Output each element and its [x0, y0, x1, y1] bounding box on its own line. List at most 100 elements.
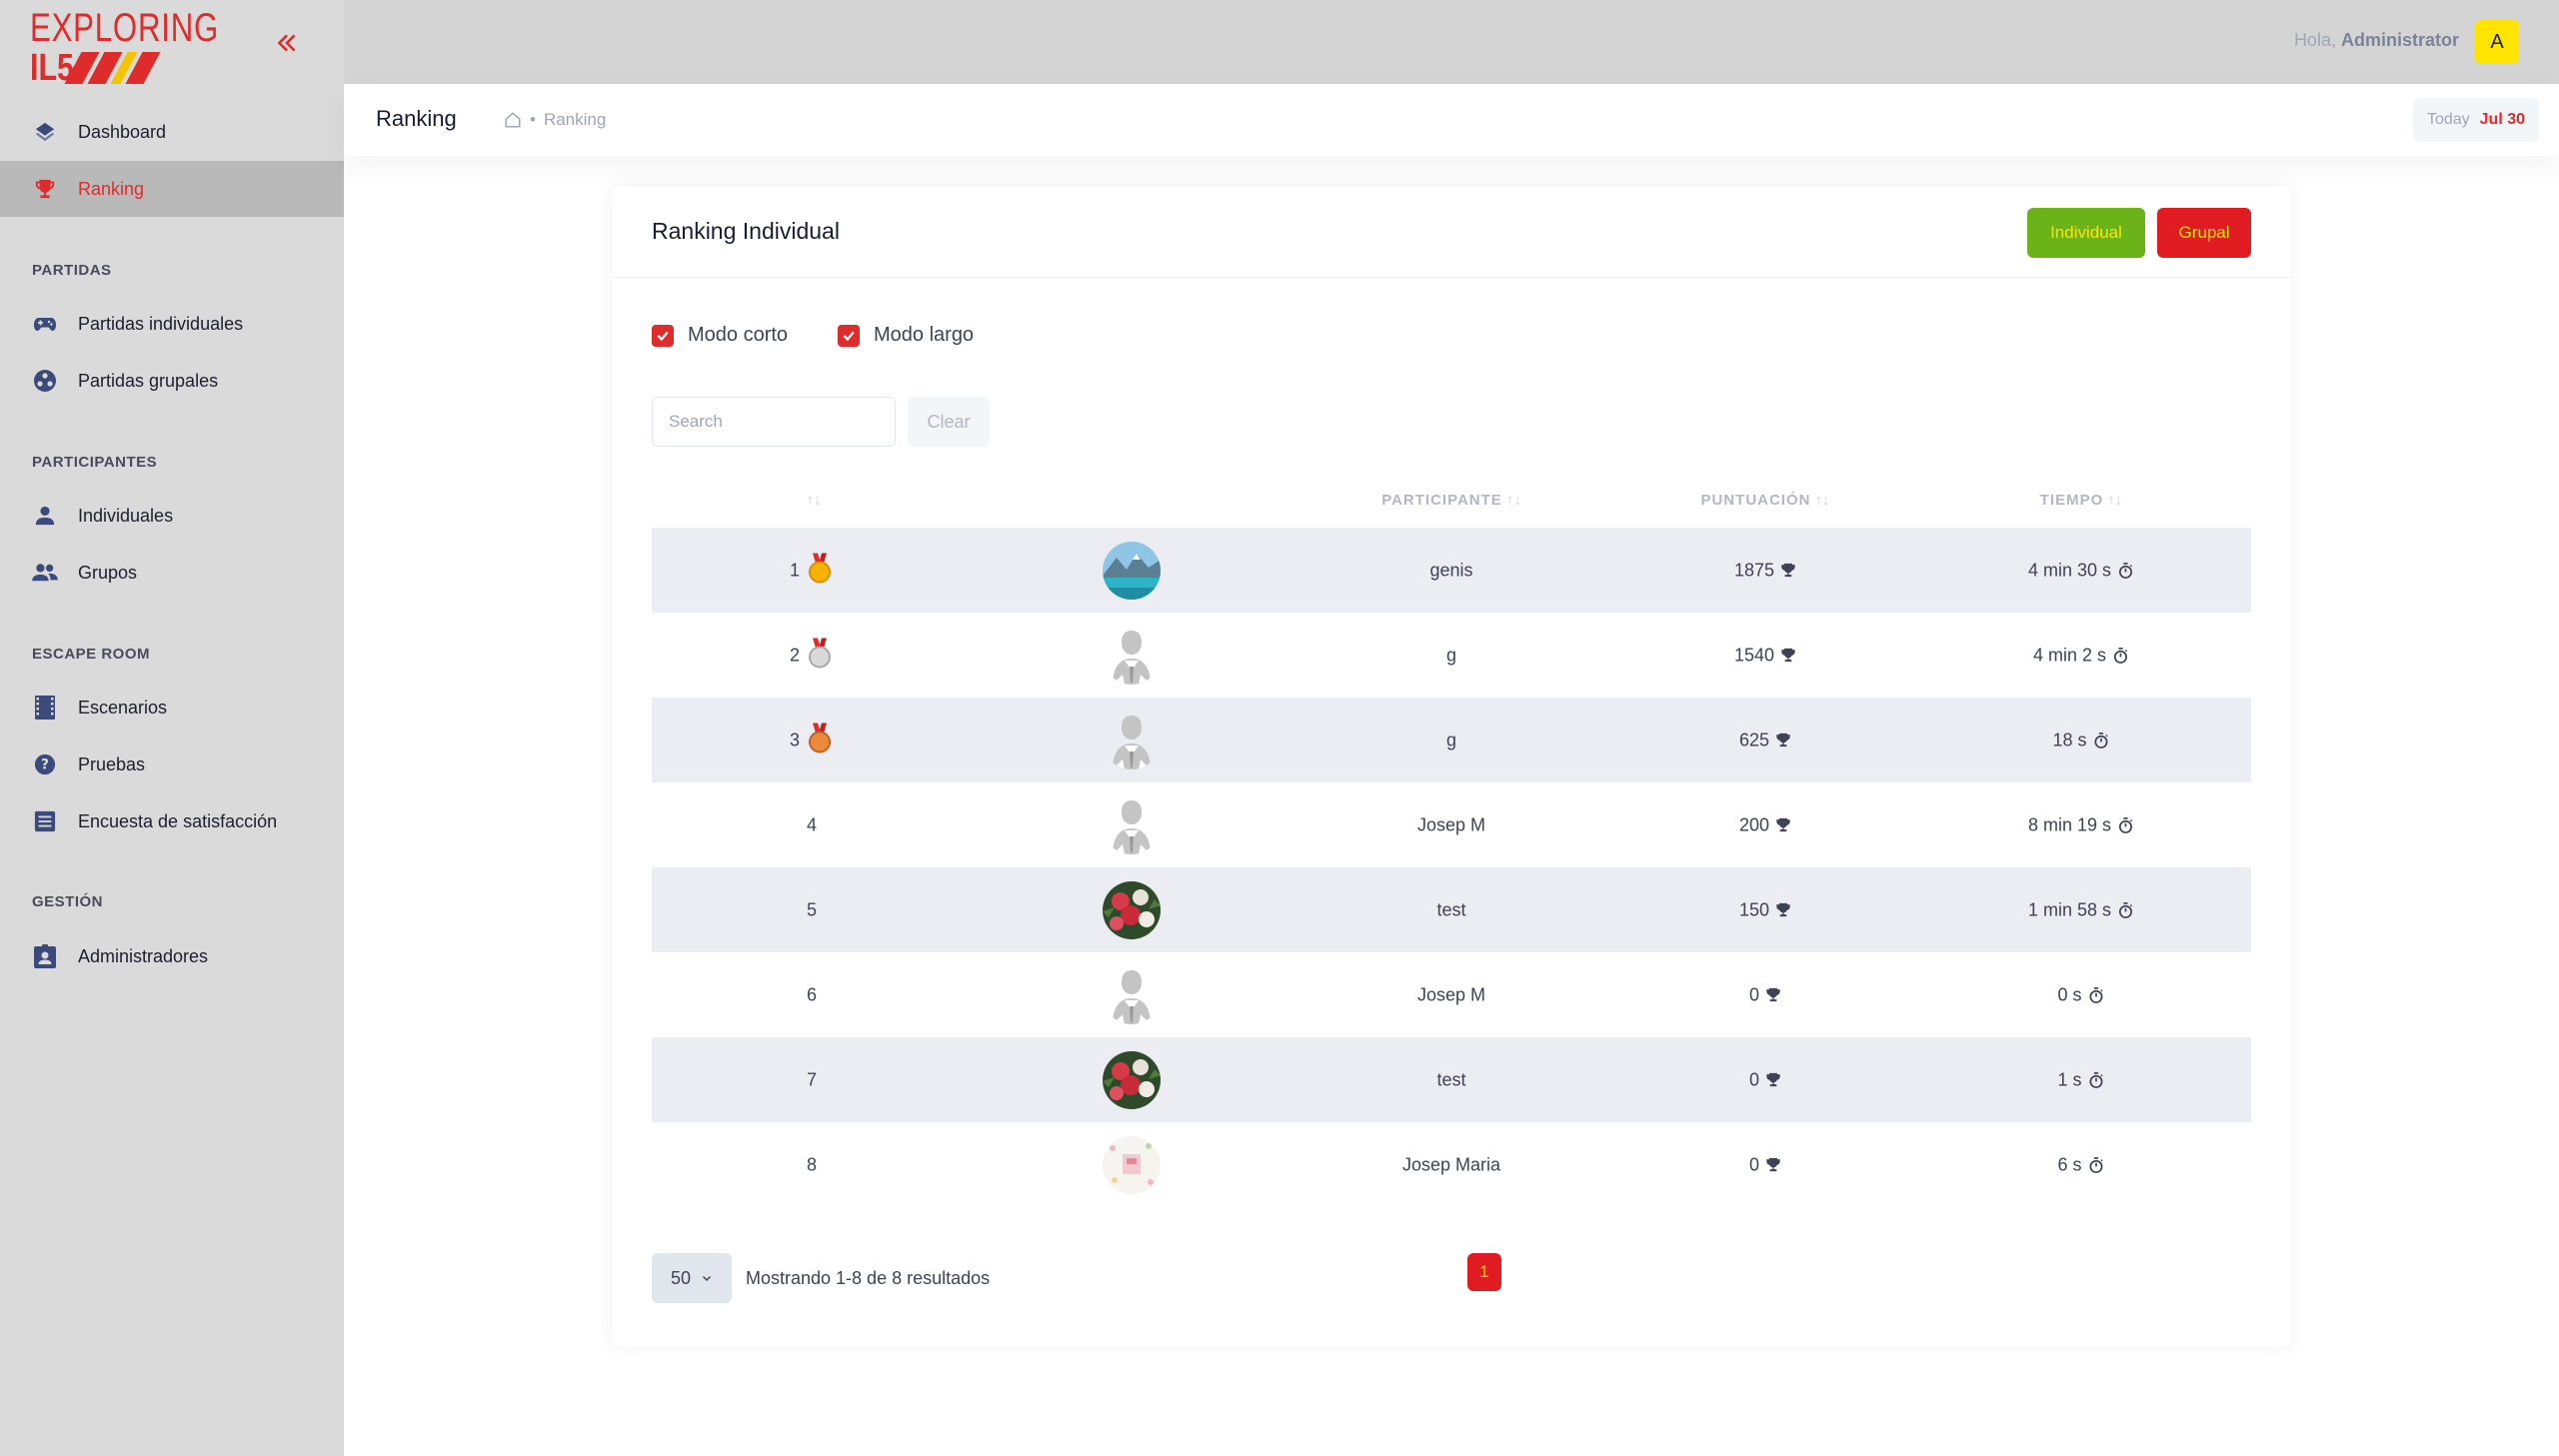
stopwatch-icon: [2094, 731, 2108, 748]
users-icon: [32, 560, 58, 586]
stopwatch-icon: [2089, 1071, 2103, 1088]
participant-avatar: [1103, 712, 1161, 769]
score-value: 1875: [1733, 560, 1775, 580]
app-logo[interactable]: EXPLORING IL5: [30, 6, 220, 88]
rank-number: 4: [806, 814, 818, 834]
sidebar-item-label: Partidas grupales: [78, 370, 219, 391]
breadcrumb-current: Ranking: [543, 110, 607, 129]
sidebar-item-individuales[interactable]: Individuales: [0, 488, 344, 544]
today-date: Jul 30: [2479, 111, 2525, 128]
sidebar-item-pruebas[interactable]: ? Pruebas: [0, 736, 344, 792]
participant-avatar: [1103, 880, 1161, 939]
column-label: TIEMPO: [2039, 492, 2104, 509]
trophy-icon: [1766, 1072, 1780, 1087]
question-icon: ?: [32, 751, 58, 777]
breadcrumb: • Ranking: [504, 110, 606, 130]
participant-avatar: [1103, 627, 1161, 685]
participant-name: Josep Maria: [1401, 1154, 1501, 1174]
sidebar-item-ranking[interactable]: Ranking: [0, 161, 344, 217]
home-icon[interactable]: [504, 111, 522, 129]
table-body: 1 genis 1875 4 min 30 s 2 g 1540 4 min 2 s 3 g 625…: [652, 528, 2251, 1207]
column-header-participante[interactable]: PARTICIPANTE ↑↓: [1381, 492, 1521, 509]
column-header-tiempo[interactable]: TIEMPO ↑↓: [2040, 492, 2123, 509]
table-row[interactable]: 1 genis 1875 4 min 30 s: [652, 528, 2251, 613]
column-header-rank[interactable]: ↑↓: [803, 492, 822, 509]
time-cell: 4 min 30 s: [2028, 560, 2134, 581]
user-name: Administrator: [2340, 30, 2459, 50]
score-cell: 625: [1739, 729, 1791, 750]
sidebar-item-partidas-grupales[interactable]: Partidas grupales: [0, 353, 344, 409]
individual-button[interactable]: Individual: [2027, 208, 2145, 258]
trophy-icon: [1766, 987, 1780, 1002]
ranking-table: ↑↓ PARTICIPANTE ↑↓ PUNTUACIÓN ↑↓ TIEMPO ↑↓ …: [652, 476, 2251, 1207]
time-cell: 6 s: [2057, 1154, 2104, 1175]
time-value: 18 s: [2052, 729, 2087, 749]
participant-avatar: [1103, 796, 1161, 854]
score-cell: 200: [1739, 814, 1791, 835]
score-cell: 0: [1749, 1069, 1781, 1090]
table-row[interactable]: 7 test 0 1 s: [652, 1037, 2251, 1122]
time-cell: 8 min 19 s: [2028, 814, 2134, 835]
sort-icon: ↑↓: [2107, 492, 2123, 509]
layers-icon: [32, 119, 58, 145]
column-label: PARTICIPANTE: [1381, 492, 1502, 509]
user-avatar[interactable]: A: [2475, 20, 2519, 64]
trophy-icon: [1781, 648, 1795, 663]
checkbox-checked-icon: [652, 324, 674, 347]
table-row[interactable]: 2 g 1540 4 min 2 s: [652, 613, 2251, 698]
score-value: 625: [1738, 729, 1770, 749]
user-greeting[interactable]: Hola, Administrator: [2294, 30, 2459, 51]
section-title-participantes: PARTICIPANTES: [32, 454, 158, 471]
sort-icon: ↑↓: [806, 492, 822, 509]
rank-cell: 8: [807, 1154, 817, 1175]
sort-icon: ↑↓: [1505, 492, 1521, 509]
user-icon: [32, 503, 58, 529]
time-cell: 18 s: [2052, 729, 2109, 750]
double-chevron-left-icon: [277, 34, 296, 52]
rank-cell: 6: [807, 984, 817, 1005]
column-header-puntuacion[interactable]: PUNTUACIÓN ↑↓: [1701, 492, 1830, 509]
participant-avatar: [1103, 1050, 1161, 1109]
stopwatch-icon: [2089, 1156, 2103, 1173]
pagination-summary: Mostrando 1-8 de 8 resultados: [746, 1267, 991, 1288]
page-size-value: 50: [670, 1267, 692, 1288]
today-label: Today: [2426, 111, 2470, 128]
participant-avatar: [1103, 541, 1161, 600]
sidebar-item-dashboard[interactable]: Dashboard: [0, 104, 344, 160]
rank-cell: 1: [790, 553, 834, 588]
grupal-button[interactable]: Grupal: [2157, 208, 2251, 258]
page-button-current[interactable]: 1: [1467, 1253, 1501, 1291]
today-date-picker[interactable]: Today Jul 30: [2412, 98, 2539, 142]
score-value: 0: [1748, 1069, 1760, 1089]
sidebar-item-partidas-individuales[interactable]: Partidas individuales: [0, 296, 344, 352]
modo-corto-checkbox[interactable]: Modo corto: [652, 324, 788, 347]
table-row[interactable]: 5 test 150 1 min 58 s: [652, 867, 2251, 952]
table-row[interactable]: 6 Josep M 0 0 s: [652, 952, 2251, 1037]
sidebar-item-grupos[interactable]: Grupos: [0, 545, 344, 601]
page-size-select[interactable]: 50: [652, 1253, 732, 1303]
table-row[interactable]: 8 Josep Maria 0 6 s: [652, 1122, 2251, 1207]
modo-corto-label: Modo corto: [688, 324, 789, 346]
sidebar-item-encuesta[interactable]: Encuesta de satisfacción: [0, 793, 344, 849]
rank-number: 8: [806, 1154, 818, 1174]
sidebar-item-escenarios[interactable]: Escenarios: [0, 680, 344, 735]
sidebar-item-label: Ranking: [78, 178, 145, 199]
sidebar-item-administradores[interactable]: Administradores: [0, 928, 344, 984]
modo-largo-checkbox[interactable]: Modo largo: [838, 324, 974, 347]
clear-button[interactable]: Clear: [908, 397, 990, 447]
search-input[interactable]: [652, 397, 896, 447]
table-row[interactable]: 3 g 625 18 s: [652, 698, 2251, 782]
time-value: 8 min 19 s: [2027, 814, 2112, 834]
score-cell: 1875: [1734, 560, 1796, 581]
collapse-sidebar-button[interactable]: [272, 30, 302, 60]
logo-text-top: EXPLORING: [30, 6, 220, 50]
table-row[interactable]: 4 Josep M 200 8 min 19 s: [652, 782, 2251, 867]
section-title-escape-room: ESCAPE ROOM: [32, 646, 151, 663]
rank-number: 7: [806, 1069, 818, 1089]
topbar: Hola, Administrator A: [344, 0, 2559, 84]
trophy-icon: [1781, 563, 1795, 578]
time-value: 1 min 58 s: [2027, 899, 2112, 919]
participant-name: Josep M: [1416, 984, 1486, 1004]
trophy-icon: [1776, 817, 1790, 832]
silver-medal-icon: [806, 638, 834, 673]
